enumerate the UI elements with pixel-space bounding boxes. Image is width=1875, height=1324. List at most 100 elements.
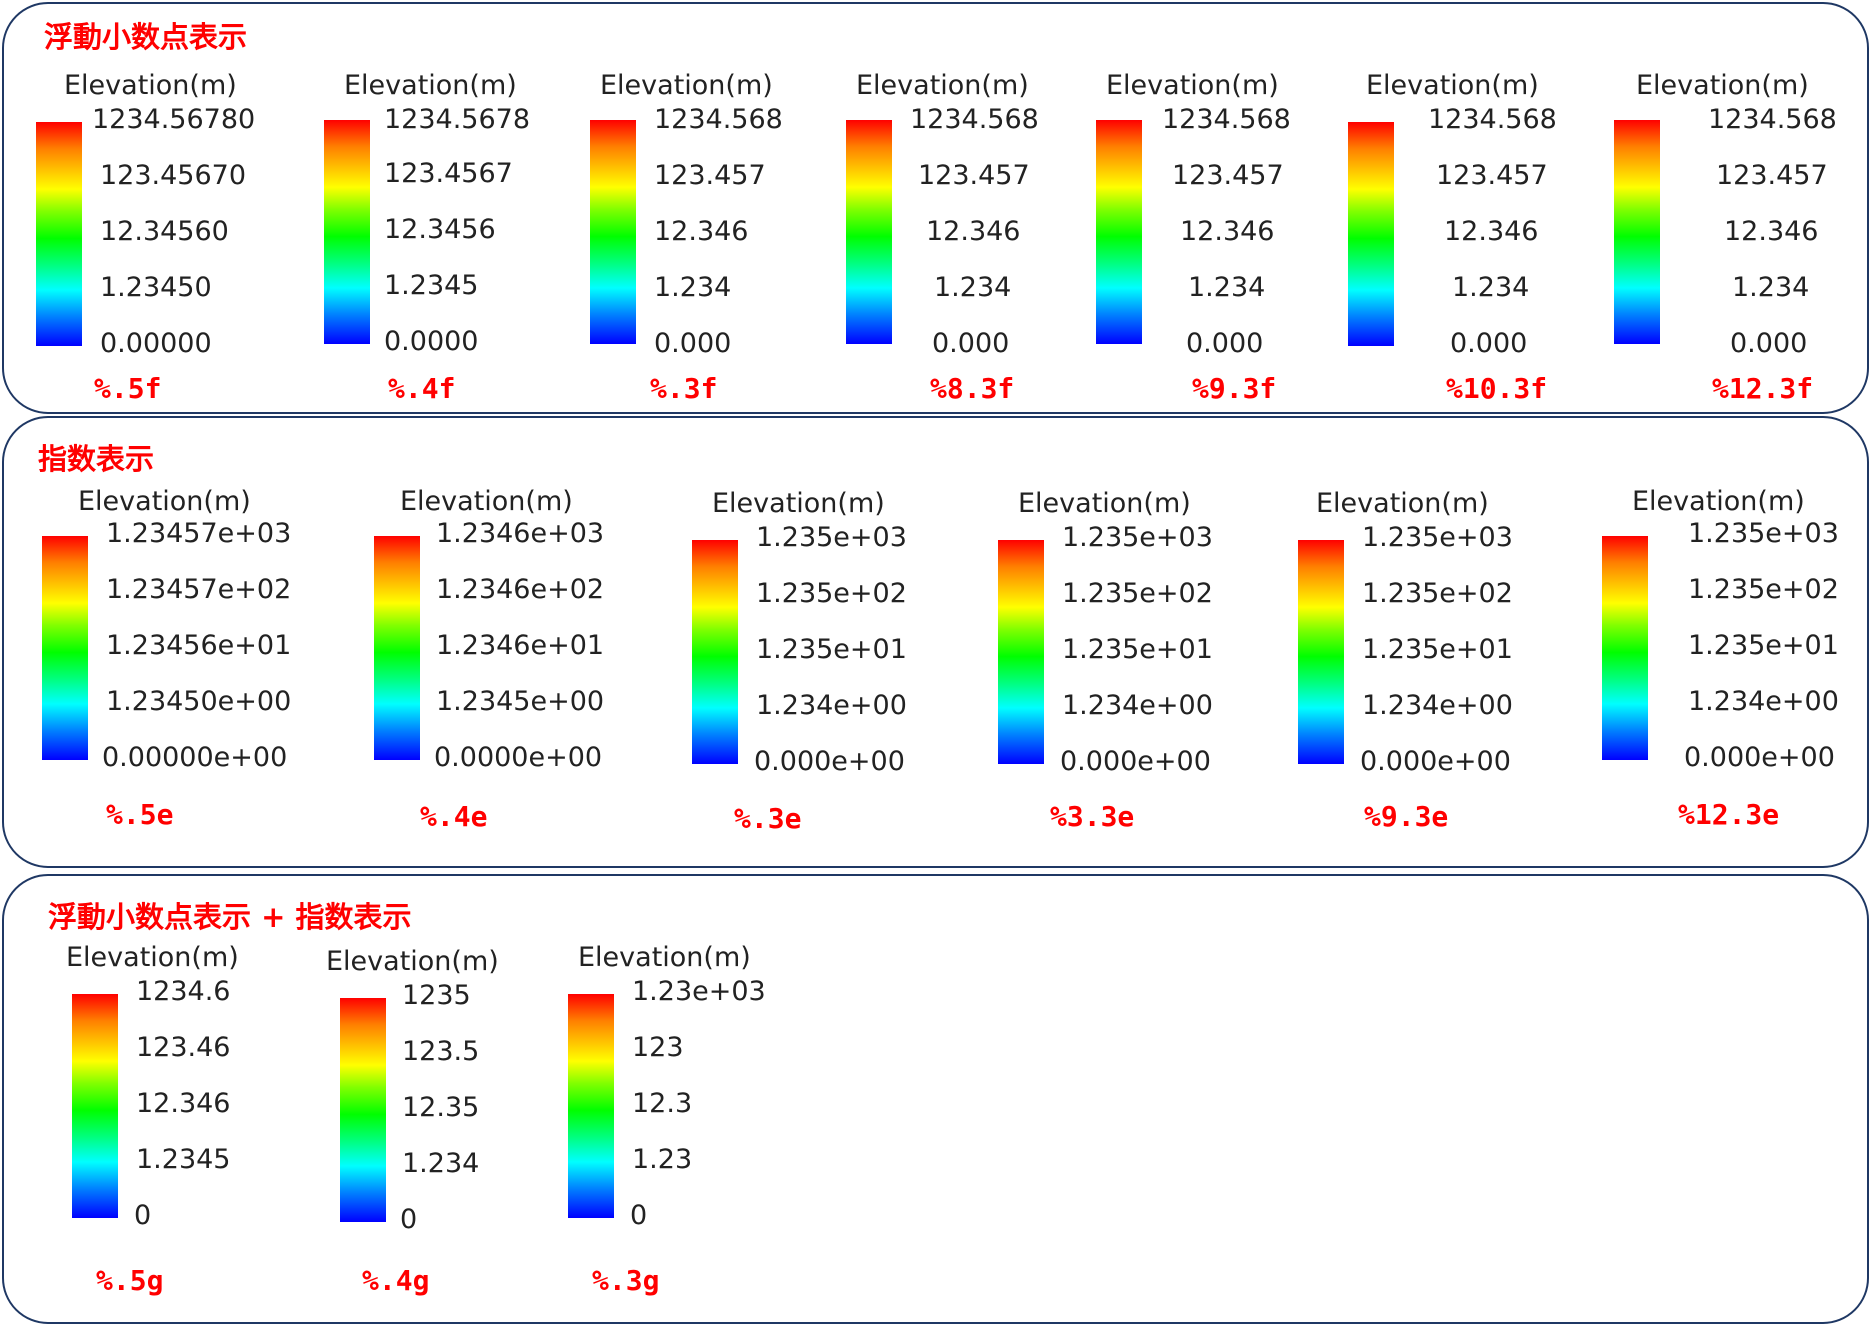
format-label: %8.3f	[930, 372, 1015, 405]
format-label: %.3g	[592, 1264, 660, 1297]
tick-label: 1.235e+01	[1362, 634, 1513, 665]
format-label: %.5g	[96, 1264, 164, 1297]
tick-label: 12.3	[632, 1088, 693, 1119]
legend-title: Elevation(m)	[400, 486, 573, 517]
format-label: %3.3e	[1050, 800, 1135, 833]
tick-label: 123.45670	[100, 160, 247, 191]
format-label: %.4g	[362, 1264, 430, 1297]
tick-label: 1.234	[1452, 272, 1530, 303]
legend-title: Elevation(m)	[1018, 488, 1191, 519]
format-label: %10.3f	[1446, 372, 1548, 405]
tick-label: 1.23457e+02	[106, 574, 292, 605]
tick-label: 0.000	[1450, 328, 1528, 359]
legend-title: Elevation(m)	[66, 942, 239, 973]
tick-label: 1.235e+01	[1062, 634, 1213, 665]
tick-label: 1.235e+01	[1688, 630, 1839, 661]
tick-label: 0.000	[1186, 328, 1264, 359]
tick-label: 1.235e+03	[1062, 522, 1213, 553]
tick-label: 0.0000e+00	[434, 742, 603, 773]
format-label: %.3f	[650, 372, 718, 405]
tick-label: 123.5	[402, 1036, 480, 1067]
tick-label: 12.35	[402, 1092, 480, 1123]
tick-label: 0.000	[1730, 328, 1808, 359]
color-bar	[846, 120, 892, 344]
tick-label: 1.23450e+00	[106, 686, 292, 717]
legend-title: Elevation(m)	[1366, 70, 1539, 101]
tick-label: 0.0000	[384, 326, 479, 357]
color-bar	[340, 998, 386, 1222]
legend-title: Elevation(m)	[344, 70, 517, 101]
tick-label: 1.23450	[100, 272, 212, 303]
tick-label: 1.2345e+00	[436, 686, 605, 717]
legend-title: Elevation(m)	[1632, 486, 1805, 517]
tick-label: 1.235e+03	[756, 522, 907, 553]
tick-label: 1.23	[632, 1144, 693, 1175]
legend-title: Elevation(m)	[712, 488, 885, 519]
color-bar	[1096, 120, 1142, 344]
tick-label: 0	[630, 1200, 648, 1231]
legend-title: Elevation(m)	[64, 70, 237, 101]
tick-label: 123.457	[1436, 160, 1548, 191]
legend-title: Elevation(m)	[600, 70, 773, 101]
tick-label: 123.457	[1172, 160, 1284, 191]
format-label: %.3e	[734, 802, 802, 835]
tick-label: 0.00000	[100, 328, 212, 359]
tick-label: 1234.6	[136, 976, 231, 1007]
tick-label: 1.235e+02	[1362, 578, 1513, 609]
tick-label: 1.234e+00	[1362, 690, 1513, 721]
panel-title: 指数表示	[38, 442, 155, 476]
tick-label: 0	[134, 1200, 152, 1231]
tick-label: 12.34560	[100, 216, 229, 247]
tick-label: 1.234e+00	[1688, 686, 1839, 717]
tick-label: 0.00000e+00	[102, 742, 288, 773]
tick-label: 1.234	[934, 272, 1012, 303]
tick-label: 123.46	[136, 1032, 231, 1063]
format-label: %12.3f	[1712, 372, 1814, 405]
exponential-panel: 指数表示 Elevation(m) 1.23457e+03 1.23457e+0…	[2, 416, 1869, 868]
tick-label: 1.235e+01	[756, 634, 907, 665]
color-bar	[1614, 120, 1660, 344]
tick-label: 0.000e+00	[1360, 746, 1511, 777]
tick-label: 0.000e+00	[1060, 746, 1211, 777]
legend-title: Elevation(m)	[326, 946, 499, 977]
general-format-panel: 浮動小数点表示 + 指数表示 Elevation(m) 1234.6 123.4…	[2, 874, 1869, 1324]
tick-label: 1.23457e+03	[106, 518, 292, 549]
tick-label: 1.235e+02	[756, 578, 907, 609]
tick-label: 1.234	[654, 272, 732, 303]
tick-label: 123.457	[918, 160, 1030, 191]
tick-label: 1234.56780	[92, 104, 256, 135]
tick-label: 1.2345	[384, 270, 479, 301]
tick-label: 1234.5678	[384, 104, 531, 135]
color-bar	[1602, 536, 1648, 760]
legend-title: Elevation(m)	[1316, 488, 1489, 519]
color-bar	[72, 994, 118, 1218]
tick-label: 1234.568	[910, 104, 1039, 135]
panel-title: 浮動小数点表示 + 指数表示	[48, 900, 412, 934]
color-bar	[998, 540, 1044, 764]
tick-label: 12.346	[136, 1088, 231, 1119]
color-bar	[1348, 122, 1394, 346]
tick-label: 1.23456e+01	[106, 630, 292, 661]
legend-title: Elevation(m)	[78, 486, 251, 517]
tick-label: 1.234	[1188, 272, 1266, 303]
legend-title: Elevation(m)	[1636, 70, 1809, 101]
color-bar	[1298, 540, 1344, 764]
color-bar	[374, 536, 420, 760]
tick-label: 1.234	[1732, 272, 1810, 303]
tick-label: 1.23e+03	[632, 976, 766, 1007]
panel-title: 浮動小数点表示	[44, 20, 248, 54]
format-label: %.5f	[94, 372, 162, 405]
format-label: %9.3f	[1192, 372, 1277, 405]
color-bar	[692, 540, 738, 764]
tick-label: 1.235e+03	[1688, 518, 1839, 549]
legend-title: Elevation(m)	[578, 942, 751, 973]
tick-label: 1.2346e+01	[436, 630, 605, 661]
tick-label: 1235	[402, 980, 471, 1011]
tick-label: 123.4567	[384, 158, 513, 189]
tick-label: 12.3456	[384, 214, 496, 245]
tick-label: 0.000	[932, 328, 1010, 359]
tick-label: 1234.568	[1428, 104, 1557, 135]
tick-label: 1234.568	[1162, 104, 1291, 135]
legend-title: Elevation(m)	[856, 70, 1029, 101]
tick-label: 1.235e+02	[1688, 574, 1839, 605]
